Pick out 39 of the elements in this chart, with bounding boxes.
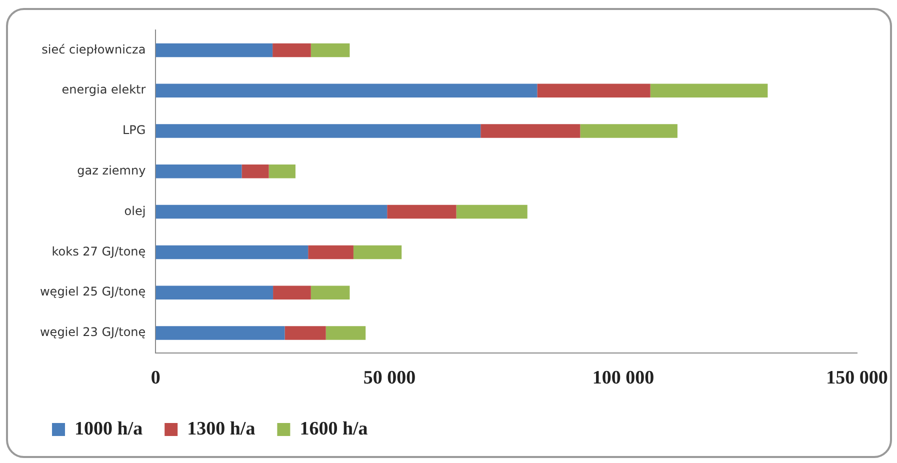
bar	[272, 43, 311, 58]
bar	[580, 124, 678, 138]
bar	[273, 286, 311, 300]
bar	[387, 204, 456, 219]
bar	[156, 84, 538, 98]
y-tick-label: olej	[124, 204, 146, 218]
bar	[537, 84, 650, 98]
bar	[480, 124, 580, 138]
y-tick-label: LPG	[122, 123, 146, 138]
y-tick-label: energia elektr	[62, 82, 146, 97]
y-tick-label: sieć ciepłownicza	[42, 42, 146, 56]
y-tick-label: węgiel 23 GJ/tonę	[40, 325, 146, 340]
bar	[156, 204, 388, 219]
bar	[156, 164, 242, 178]
bar	[268, 164, 296, 178]
bar	[310, 43, 350, 58]
legend-label: 1300 h/a	[187, 418, 256, 440]
bar	[242, 164, 269, 178]
bar	[156, 43, 273, 58]
x-tick-label: 0	[150, 368, 160, 389]
bar	[310, 286, 350, 300]
y-tick-label: gaz ziemny	[77, 164, 146, 178]
bar	[353, 245, 402, 260]
bar	[308, 245, 354, 260]
bar	[456, 204, 528, 219]
x-tick-label: 150 000	[826, 368, 888, 389]
legend-label: 1600 h/a	[300, 418, 368, 440]
bar	[156, 124, 481, 138]
bar	[156, 326, 285, 340]
bar	[156, 286, 274, 300]
y-tick-label: węgiel 25 GJ/tonę	[40, 284, 146, 299]
x-tick-label: 50 000	[363, 368, 416, 389]
y-tick-label: koks 27 GJ/tonę	[52, 244, 146, 258]
legend-label: 1000 h/a	[74, 418, 144, 440]
x-tick-label: 100 000	[592, 368, 654, 389]
bar	[284, 326, 326, 340]
bar	[156, 245, 308, 260]
bar	[650, 84, 768, 98]
bar	[326, 326, 366, 340]
